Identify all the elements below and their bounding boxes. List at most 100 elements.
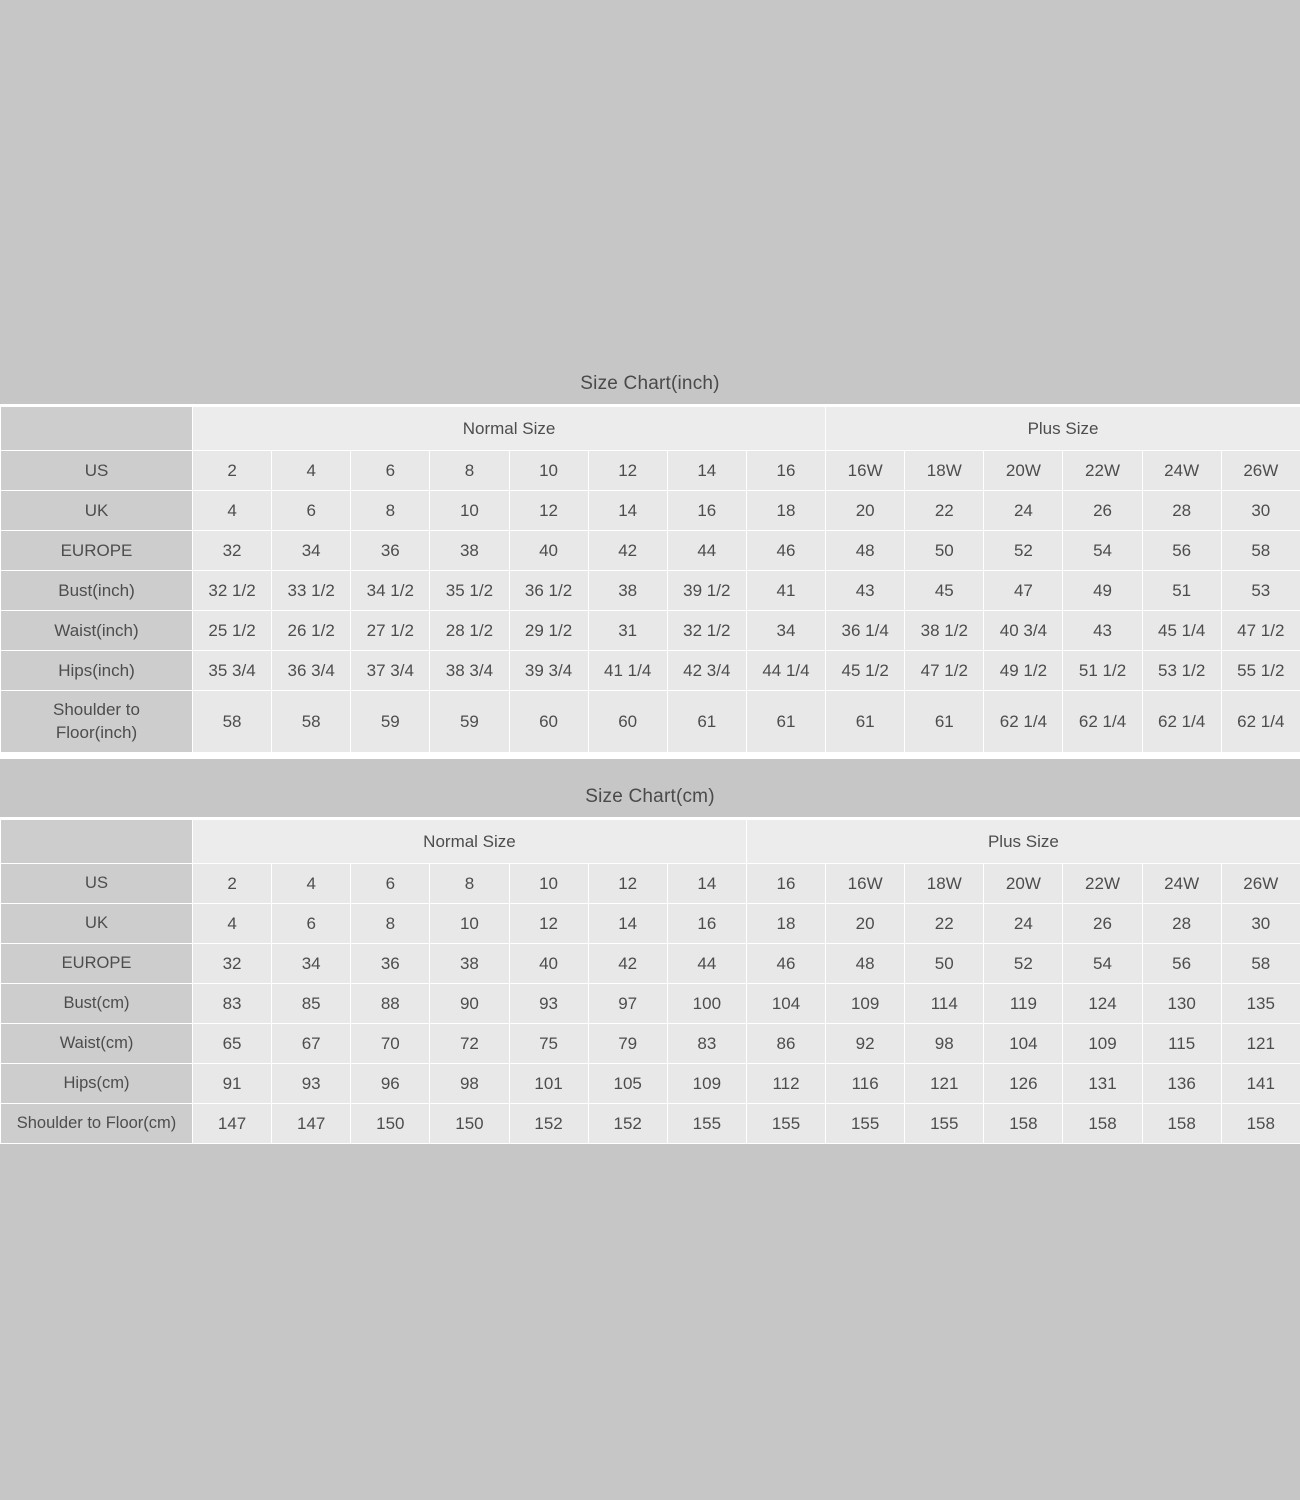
- cell: 12: [587, 450, 668, 491]
- table-row: Bust(cm) 83 85 88 90 93 97 100 104 109 1…: [0, 983, 1300, 1024]
- cell: 60: [587, 690, 668, 753]
- size-chart-inch-table: Normal Size Plus Size US 2 4 6 8 10 12 1…: [0, 406, 1300, 753]
- cell: 39 3/4: [508, 650, 589, 691]
- cell: 150: [350, 1103, 431, 1144]
- cell: 56: [1141, 530, 1222, 571]
- cell: 24W: [1141, 450, 1222, 491]
- cell: 38 3/4: [429, 650, 510, 691]
- cell: 43: [825, 570, 906, 611]
- cell: 46: [745, 943, 827, 984]
- cell: 22W: [1062, 450, 1143, 491]
- cell: 6: [350, 450, 431, 491]
- cell: 52: [983, 530, 1064, 571]
- cell: 32 1/2: [666, 610, 747, 651]
- cell: 32: [191, 530, 273, 571]
- cell: 38: [587, 570, 668, 611]
- cell: 126: [983, 1063, 1064, 1104]
- cell: 48: [825, 943, 906, 984]
- row-label-shoulder-to-floor: Shoulder to Floor(inch): [0, 690, 193, 753]
- cell: 83: [666, 1023, 747, 1064]
- cell: 34: [745, 610, 827, 651]
- cell: 53 1/2: [1141, 650, 1222, 691]
- cell: 20W: [983, 863, 1064, 904]
- cell: 109: [825, 983, 906, 1024]
- cell: 65: [191, 1023, 273, 1064]
- cell: 25 1/2: [191, 610, 273, 651]
- cell: 43: [1062, 610, 1143, 651]
- cell: 20: [825, 490, 906, 531]
- cell: 12: [587, 863, 668, 904]
- size-chart-inch: Size Chart(inch) Normal Size Plus Size U…: [0, 362, 1300, 759]
- cell: 28: [1141, 490, 1222, 531]
- cell: 40: [508, 943, 589, 984]
- cell: 30: [1220, 903, 1300, 944]
- cell: 54: [1062, 530, 1143, 571]
- cell: 75: [508, 1023, 589, 1064]
- cell: 141: [1220, 1063, 1300, 1104]
- table-row: Hips(cm) 91 93 96 98 101 105 109 112 116…: [0, 1063, 1300, 1104]
- cell: 36 1/4: [825, 610, 906, 651]
- row-label-europe: EUROPE: [0, 943, 193, 984]
- cell: 32: [191, 943, 273, 984]
- cell: 59: [350, 690, 431, 753]
- cell: 22W: [1062, 863, 1143, 904]
- cell: 61: [904, 690, 985, 753]
- cell: 26: [1062, 490, 1143, 531]
- cell: 26W: [1220, 863, 1300, 904]
- cell: 40: [508, 530, 589, 571]
- cell: 53: [1220, 570, 1300, 611]
- cell: 61: [745, 690, 827, 753]
- cell: 86: [745, 1023, 827, 1064]
- table-row: Shoulder to Floor(inch) 58 58 59 59 60 6…: [0, 690, 1300, 753]
- cell: 119: [983, 983, 1064, 1024]
- cell: 158: [1141, 1103, 1222, 1144]
- cell: 10: [429, 903, 510, 944]
- cell: 16: [666, 490, 747, 531]
- cell: 20: [825, 903, 906, 944]
- cell: 121: [904, 1063, 985, 1104]
- table-corner-cell: [0, 819, 193, 864]
- cell: 26: [1062, 903, 1143, 944]
- cell: 155: [904, 1103, 985, 1144]
- cell: 58: [191, 690, 273, 753]
- table-corner-cell: [0, 406, 193, 451]
- cell: 44: [666, 943, 747, 984]
- cell: 85: [271, 983, 352, 1024]
- group-header-row: Normal Size Plus Size: [0, 406, 1300, 451]
- cell: 8: [350, 903, 431, 944]
- cell: 62 1/4: [1062, 690, 1143, 753]
- table-row: EUROPE 32 34 36 38 40 42 44 46 48 50 52 …: [0, 530, 1300, 571]
- cell: 14: [587, 490, 668, 531]
- cell: 50: [904, 530, 985, 571]
- row-label-line2: Floor(inch): [55, 722, 138, 742]
- cell: 34: [271, 530, 352, 571]
- cell: 101: [508, 1063, 589, 1104]
- cell: 16: [745, 863, 827, 904]
- group-header-normal-size: Normal Size: [191, 406, 827, 451]
- table-bottom-spacer: [0, 753, 1300, 759]
- cell: 147: [191, 1103, 273, 1144]
- cell: 47: [983, 570, 1064, 611]
- table-row: EUROPE 32 34 36 38 40 42 44 46 48 50 52 …: [0, 943, 1300, 984]
- cell: 155: [825, 1103, 906, 1144]
- cell: 98: [429, 1063, 510, 1104]
- cell: 16: [666, 903, 747, 944]
- cell: 135: [1220, 983, 1300, 1024]
- cell: 26 1/2: [271, 610, 352, 651]
- cell: 34 1/2: [350, 570, 431, 611]
- cell: 90: [429, 983, 510, 1024]
- cell: 4: [271, 450, 352, 491]
- cell: 109: [1062, 1023, 1143, 1064]
- cell: 116: [825, 1063, 906, 1104]
- cell: 96: [350, 1063, 431, 1104]
- cell: 8: [429, 450, 510, 491]
- cell: 30: [1220, 490, 1300, 531]
- cell: 16: [745, 450, 827, 491]
- cell: 105: [587, 1063, 668, 1104]
- cell: 45: [904, 570, 985, 611]
- cell: 58: [1220, 530, 1300, 571]
- cell: 104: [983, 1023, 1064, 1064]
- cell: 24: [983, 490, 1064, 531]
- table-row: Hips(inch) 35 3/4 36 3/4 37 3/4 38 3/4 3…: [0, 650, 1300, 691]
- cell: 18W: [904, 863, 985, 904]
